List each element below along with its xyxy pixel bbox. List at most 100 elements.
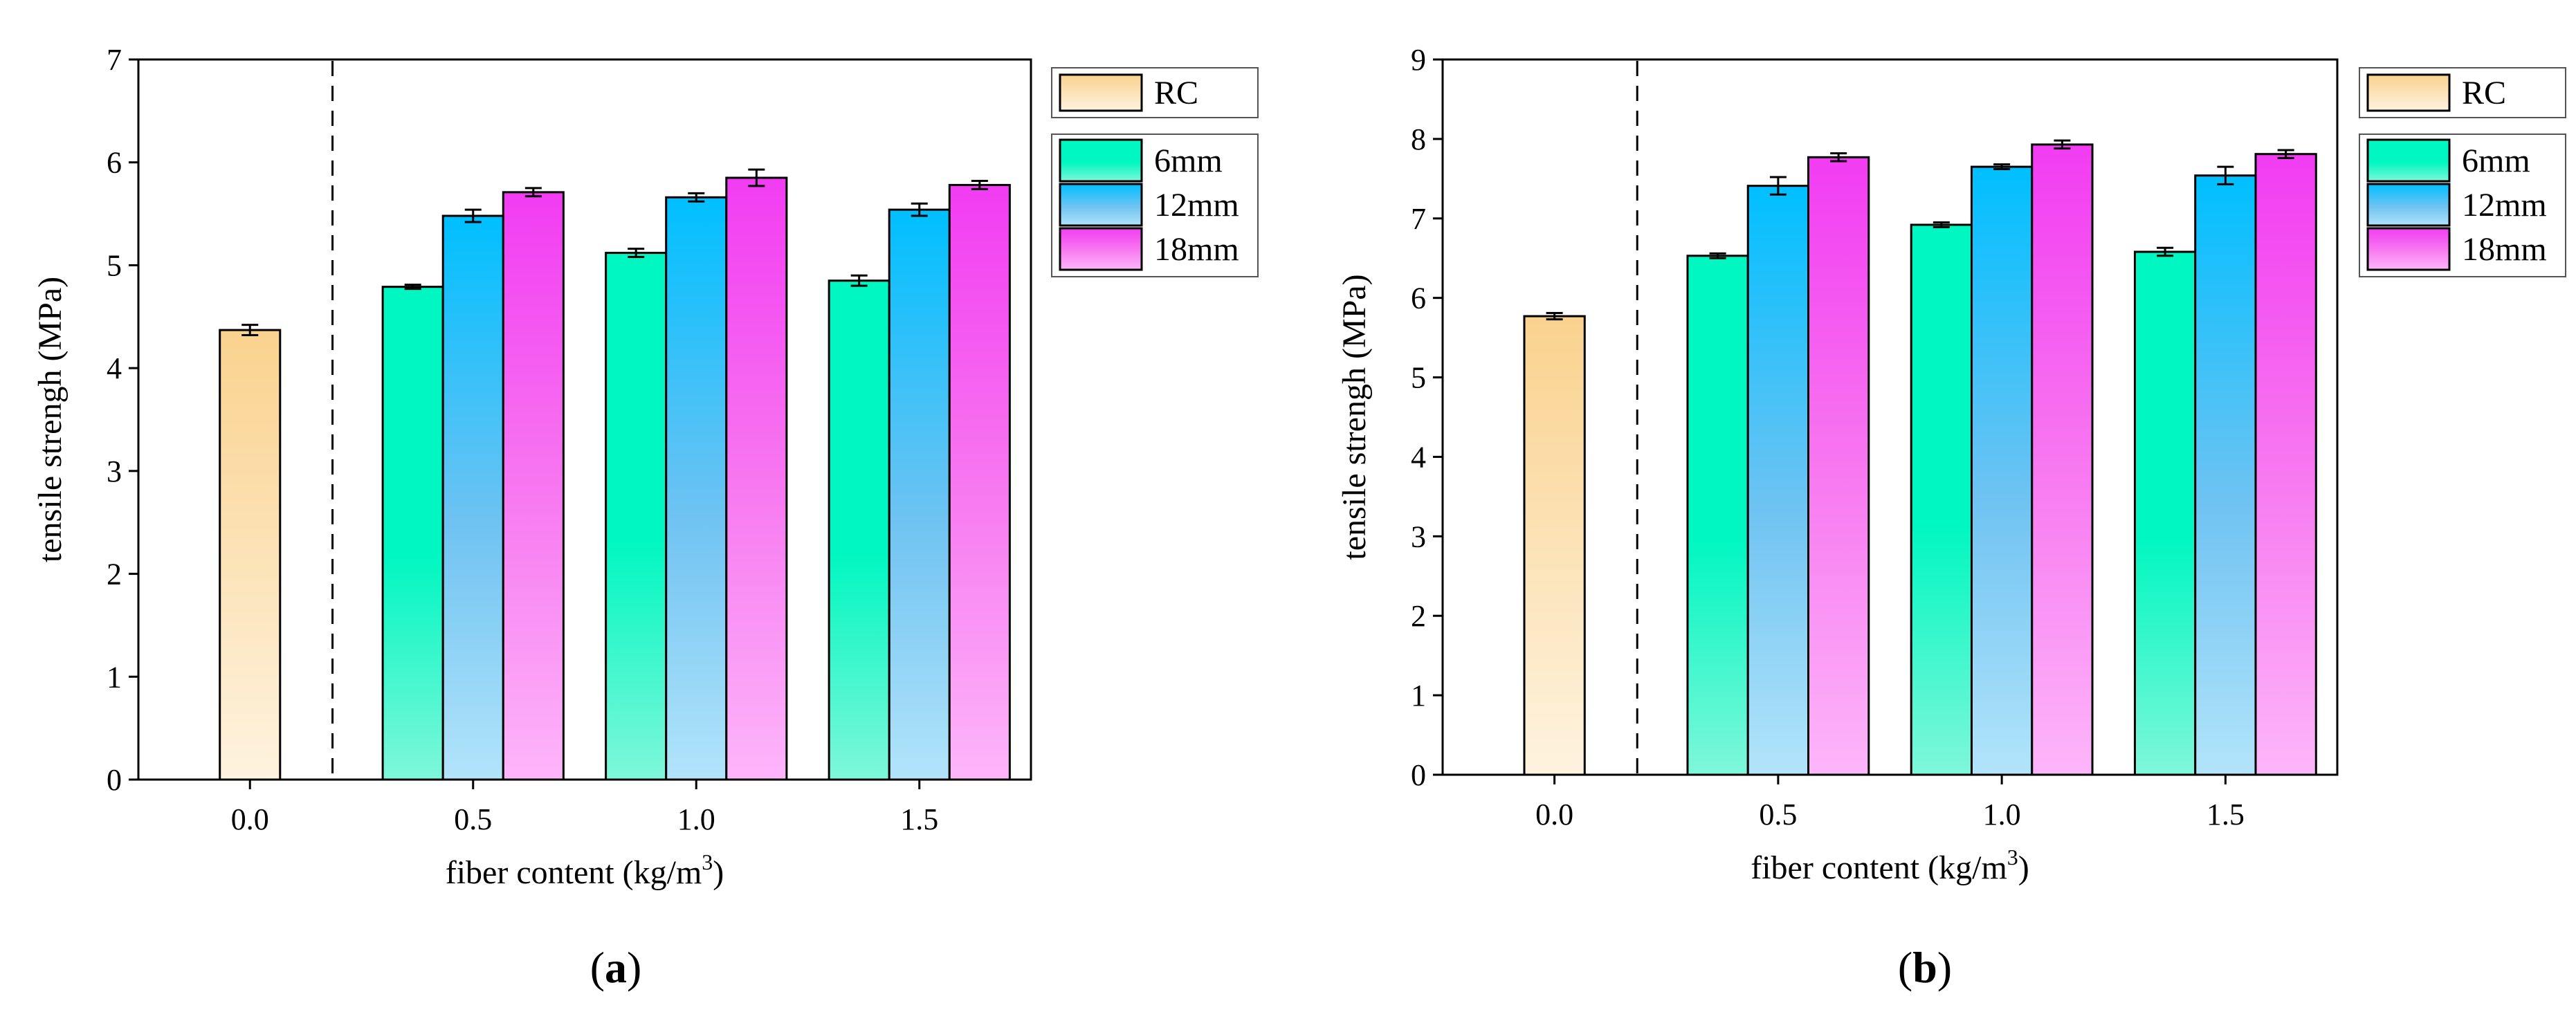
bar-18mm-1.0 [2031, 143, 2094, 776]
y-tick-label: 5 [1411, 361, 1426, 395]
legend-swatch-18mm [1059, 227, 1143, 271]
panel-caption: (b) [1898, 943, 1952, 992]
error-bar-12mm-1.5 [2217, 165, 2234, 185]
error-bar-18mm-1.0 [2054, 139, 2071, 150]
legend-label-RC: RC [1154, 75, 1198, 111]
y-tick-label: 7 [1411, 202, 1426, 236]
error-bar-6mm-1.0 [1933, 221, 1950, 228]
plot-frame [137, 58, 1032, 781]
y-tick-label: 9 [1411, 43, 1426, 77]
legend-series: 6mm 12mm 18mm [1051, 134, 1259, 277]
legend-label-12mm: 12mm [2462, 187, 2547, 223]
y-tick-label: 4 [1411, 440, 1426, 474]
legend-series: 6mm 12mm 18mm [2359, 134, 2566, 277]
x-axis-label-superscript: 3 [2007, 845, 2018, 870]
legend-swatch-18mm [2366, 227, 2451, 271]
error-bar-6mm-0.5 [1709, 252, 1726, 259]
error-bar-12mm-0.5 [464, 208, 482, 223]
x-axis-label: fiber content (kg/m3) [446, 849, 724, 891]
y-tick-label: 1 [107, 660, 122, 694]
x-tick-label: 1.0 [1983, 798, 2021, 831]
error-bar-18mm-1.5 [2277, 149, 2294, 159]
legend-label-18mm: 18mm [2462, 231, 2547, 268]
legend-RC: RC [2359, 67, 2566, 118]
legend-swatch-6mm [2366, 138, 2451, 183]
y-tick-label: 3 [1411, 519, 1426, 553]
bar-RC [219, 329, 282, 781]
legend-RC: RC [1051, 67, 1259, 118]
bar-18mm-1.5 [2254, 153, 2317, 776]
panel-caption: (a) [590, 943, 642, 992]
error-bar-18mm-0.5 [1830, 152, 1847, 163]
x-tick-label: 0.0 [231, 802, 269, 836]
error-bar-12mm-1.0 [688, 192, 705, 203]
x-tick-label: 1.0 [677, 802, 715, 836]
y-axis-label: tensile strengh (MPa) [32, 277, 68, 562]
bar-12mm-0.5 [441, 214, 504, 781]
chart-panel-a: 0 1 2 3 4 5 6 7 0.0 0.5 1.0 1.5 tensile strengh (MPa… [32, 43, 1259, 992]
x-axis-label-end: ) [713, 854, 724, 891]
bar-6mm-1.5 [2133, 250, 2197, 776]
legend-swatch-6mm [1059, 138, 1143, 183]
bar-6mm-1.0 [605, 252, 668, 781]
bar-18mm-0.5 [502, 191, 565, 781]
bar-18mm-1.0 [725, 176, 788, 781]
y-tick-label: 2 [1411, 599, 1426, 633]
legend-label-12mm: 12mm [1154, 187, 1239, 223]
x-tick-label: 0.5 [1759, 798, 1797, 831]
y-tick-label: 1 [1411, 679, 1426, 712]
x-axis-label-main: fiber content (kg/m [446, 854, 702, 891]
y-tick-label: 5 [107, 248, 122, 282]
legend-label-RC: RC [2462, 75, 2506, 111]
panel-caption-letter: a [605, 943, 627, 992]
x-tick-label: 1.5 [2207, 798, 2245, 831]
bar-RC [1523, 315, 1586, 776]
x-tick-label: 0.5 [454, 802, 492, 836]
y-tick-label: 8 [1411, 122, 1426, 156]
x-axis-label-main: fiber content (kg/m [1751, 849, 2007, 886]
error-bar-6mm-1.5 [2157, 246, 2174, 257]
y-tick-label: 3 [107, 454, 122, 488]
error-bar-18mm-0.5 [524, 187, 542, 198]
error-bar-12mm-1.0 [1993, 163, 2011, 171]
error-bar-12mm-0.5 [1769, 176, 1787, 196]
y-tick-label: 4 [107, 351, 122, 385]
legend-label-18mm: 18mm [1154, 231, 1239, 268]
error-bar-18mm-1.0 [748, 168, 765, 187]
error-bar-6mm-0.5 [404, 284, 421, 291]
error-bar-RC [241, 324, 259, 337]
bar-18mm-0.5 [1807, 156, 1870, 776]
bar-18mm-1.5 [948, 183, 1011, 781]
error-bar-12mm-1.5 [911, 202, 928, 217]
legend-swatch-12mm [2366, 183, 2451, 227]
bar-12mm-1.0 [665, 196, 728, 781]
legend-swatch-12mm [1059, 183, 1143, 227]
y-tick-label: 7 [107, 43, 122, 77]
x-tick-label: 1.5 [900, 802, 938, 836]
legend-swatch-RC [1059, 73, 1143, 112]
x-axis-label-superscript: 3 [702, 849, 713, 874]
chart-panel-b: 0 1 2 3 4 5 6 7 8 9 0.0 0.5 1.0 1.5 tensile strengh (M… [1336, 43, 2566, 992]
y-tick-label: 0 [1411, 758, 1426, 792]
panel-caption-letter: b [1912, 943, 1937, 992]
bar-12mm-1.5 [888, 208, 951, 781]
legend-swatch-RC [2366, 73, 2451, 112]
bar-6mm-1.5 [828, 279, 890, 781]
legend-label-6mm: 6mm [1154, 142, 1223, 179]
plot-frame [1441, 58, 2339, 776]
bar-6mm-0.5 [381, 286, 444, 781]
error-bar-6mm-1.0 [628, 248, 645, 259]
x-axis-label-end: ) [2018, 849, 2029, 886]
bar-6mm-1.0 [1910, 223, 1973, 776]
error-bar-6mm-1.5 [850, 274, 868, 287]
error-bar-18mm-1.5 [971, 179, 988, 190]
bar-6mm-0.5 [1686, 255, 1749, 776]
bar-12mm-1.5 [2194, 174, 2257, 776]
x-tick-label: 0.0 [1535, 798, 1573, 831]
x-axis-label: fiber content (kg/m3) [1751, 845, 2029, 886]
legend-label-6mm: 6mm [2462, 142, 2530, 179]
error-bar-RC [1546, 311, 1563, 321]
y-tick-label: 2 [107, 558, 122, 591]
bar-12mm-1.0 [1970, 165, 2034, 776]
